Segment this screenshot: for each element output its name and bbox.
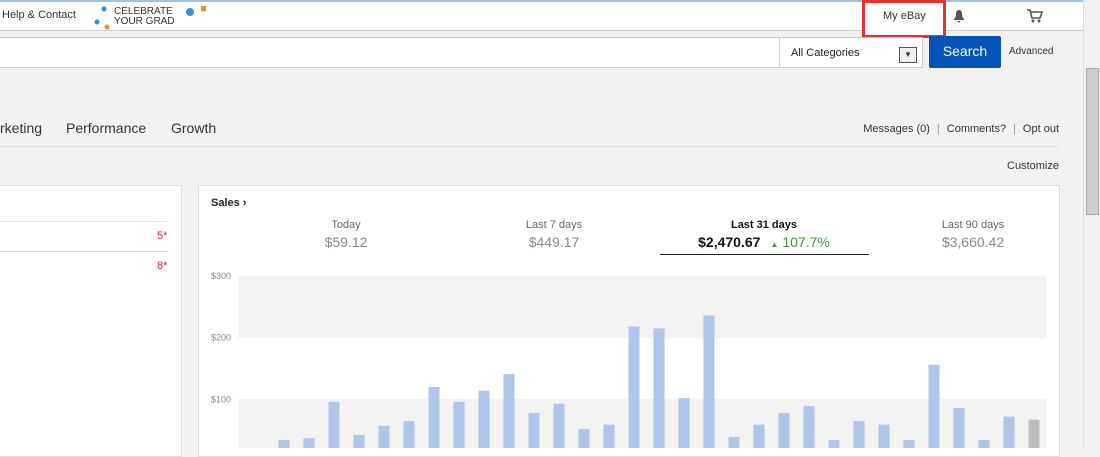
bar (653, 328, 665, 448)
category-label: All Categories (791, 47, 860, 59)
period-value: $449.17 (528, 234, 580, 250)
selected-underline (660, 254, 869, 255)
divider (0, 221, 168, 222)
y-tick-label: $100 (211, 394, 231, 404)
messages-link[interactable]: Messages (0) (863, 123, 930, 135)
bar (803, 406, 815, 448)
period-label: Today (331, 219, 361, 231)
grid-band (238, 337, 1046, 400)
bar (953, 407, 965, 448)
select-arrow[interactable]: ▼ (899, 47, 917, 63)
advanced-link[interactable]: Advanced (1009, 46, 1054, 57)
bar (928, 364, 940, 448)
bar (778, 412, 790, 448)
promo-logo[interactable]: CELEBRATE YOUR GRAD (92, 4, 212, 30)
count[interactable]: 5* (157, 230, 168, 242)
period-value: $2,470.67 (698, 234, 761, 250)
comments-link[interactable]: Comments? (946, 123, 1007, 135)
bar (678, 398, 690, 448)
bar (378, 425, 390, 448)
bar (728, 436, 740, 448)
bar (703, 315, 715, 448)
up-arrow: ▲ (770, 240, 779, 249)
period-value: $3,660.42 (941, 234, 1005, 250)
bar (553, 403, 565, 448)
bar (403, 420, 415, 448)
bar (853, 420, 865, 448)
my-ebay-link[interactable]: My eBay (883, 10, 926, 22)
customize-link[interactable]: Customize (1007, 160, 1059, 172)
scroll-thumb[interactable] (1086, 68, 1099, 215)
nav-tab[interactable]: rketing (0, 120, 43, 136)
grid-band (238, 276, 1046, 338)
period-change: 107.7% (782, 234, 830, 250)
sales-title-text: Sales (211, 197, 240, 209)
nav-tab[interactable]: Performance (66, 120, 147, 136)
bar (353, 435, 365, 448)
cart-icon[interactable] (1026, 8, 1044, 24)
divider (0, 146, 1058, 147)
left-panel (0, 185, 182, 457)
nav-links: Messages (0) | Comments? | Opt out (863, 123, 1059, 135)
bell-icon[interactable] (951, 8, 967, 24)
bar (753, 424, 765, 448)
bar (303, 438, 315, 448)
my-ebay-highlight[interactable] (862, 0, 946, 38)
bar (528, 412, 540, 448)
y-tick-label: $200 (211, 333, 231, 343)
bar (478, 390, 490, 448)
bar (1003, 416, 1015, 448)
bar (328, 401, 340, 448)
bar (278, 440, 290, 448)
period-label: Last 7 days (525, 219, 583, 231)
bar (578, 428, 590, 448)
opt-out-link[interactable]: Opt out (1022, 123, 1059, 135)
bar (828, 440, 840, 448)
bar (628, 326, 640, 448)
search-button[interactable]: Search (929, 36, 1001, 68)
promo-line: YOUR GRAD (114, 16, 175, 27)
divider (0, 251, 168, 252)
bar (428, 387, 440, 448)
period-value: $59.12 (324, 234, 368, 250)
y-tick-label: $300 (211, 271, 231, 281)
sales-title[interactable]: Sales › (211, 197, 247, 209)
sales-chart: $100 $200 $300 (211, 271, 1046, 448)
count[interactable]: 8* (157, 260, 168, 272)
scrollbar[interactable] (1083, 0, 1100, 448)
bar (1028, 419, 1040, 448)
bar (503, 374, 515, 448)
period-label: Last 31 days (730, 219, 798, 231)
bar (978, 440, 990, 448)
promo-line: CELEBRATE (114, 6, 173, 17)
search-input[interactable] (0, 37, 780, 68)
nav-tab[interactable]: Growth (171, 120, 217, 136)
period-label: Last 90 days (941, 219, 1005, 231)
bar (603, 424, 615, 448)
top-stripe (0, 0, 1083, 2)
bar (903, 440, 915, 448)
help-link[interactable]: Help & Contact (2, 9, 76, 21)
grid-band (238, 399, 1046, 448)
bar (878, 424, 890, 448)
period-value-row: $2,470.67 ▲ 107.7% (654, 234, 874, 250)
bar (453, 401, 465, 448)
